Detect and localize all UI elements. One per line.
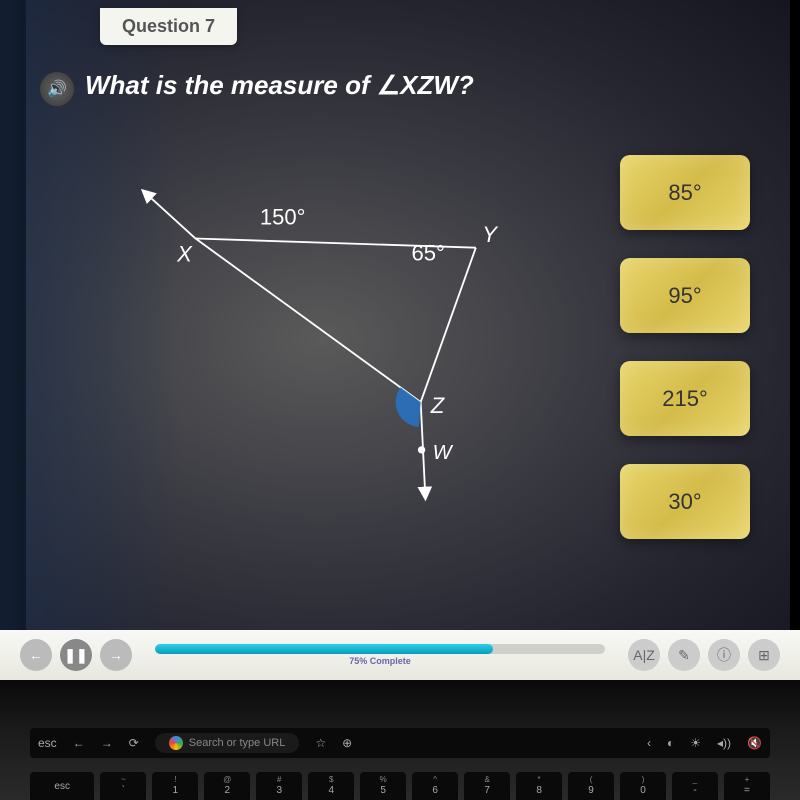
progress-fill — [155, 644, 493, 654]
laptop-body: esc ← → ⟳ Search or type URL ☆ ⊕ ‹ ◐ ☀ ◂… — [0, 680, 800, 800]
bottom-toolbar: ← ❚❚ → 75% Complete A|Z ✎ ⓘ ⊞ — [0, 630, 800, 680]
keyboard-row: esc~`!1@2#3$4%5^6&7*8(9)0_-+= — [30, 772, 770, 800]
vertex-y-label: Y — [482, 222, 499, 247]
tb-moon-icon[interactable]: ◐ — [667, 736, 674, 750]
answer-option-3[interactable]: 215° — [620, 361, 750, 436]
key-`[interactable]: ~` — [100, 772, 146, 800]
key-7[interactable]: &7 — [464, 772, 510, 800]
tb-volume-icon[interactable]: ◂)) — [717, 736, 731, 750]
tb-mute-icon[interactable]: 🔇 — [747, 736, 762, 750]
vertex-x-label: X — [176, 241, 193, 266]
key-4[interactable]: $4 — [308, 772, 354, 800]
tb-esc[interactable]: esc — [38, 736, 57, 750]
progress-bar — [155, 644, 605, 654]
side-yz — [421, 248, 476, 402]
text-tool-icon[interactable]: A|Z — [628, 639, 660, 671]
tb-search-placeholder: Search or type URL — [189, 737, 286, 749]
touchbar: esc ← → ⟳ Search or type URL ☆ ⊕ ‹ ◐ ☀ ◂… — [30, 728, 770, 758]
tb-search-box[interactable]: Search or type URL — [155, 733, 300, 753]
geometry-diagram: 150° 65° X Y Z W — [105, 165, 525, 505]
tb-forward-icon[interactable]: → — [101, 736, 113, 750]
answer-option-1[interactable]: 85° — [620, 155, 750, 230]
key-2[interactable]: @2 — [204, 772, 250, 800]
progress-container: 75% Complete — [155, 644, 605, 666]
angle-x-label: 150° — [260, 205, 306, 230]
key-3[interactable]: #3 — [256, 772, 302, 800]
key-esc[interactable]: esc — [30, 772, 94, 800]
audio-play-icon[interactable]: 🔊 — [40, 72, 74, 106]
calculator-tool-icon[interactable]: ⊞ — [748, 639, 780, 671]
progress-label: 75% Complete — [349, 656, 411, 666]
question-prompt: What is the measure of ∠XZW? — [85, 70, 474, 101]
tb-back-icon[interactable]: ← — [73, 736, 85, 750]
tb-brightness-icon[interactable]: ☀ — [690, 736, 701, 750]
info-tool-icon[interactable]: ⓘ — [708, 639, 740, 671]
prompt-suffix: ? — [458, 70, 474, 100]
key--[interactable]: _- — [672, 772, 718, 800]
side-xz — [196, 239, 421, 403]
prompt-prefix: What is the measure of — [85, 70, 377, 100]
angle-symbol: ∠ — [377, 70, 400, 100]
point-w-marker — [418, 446, 425, 453]
key-8[interactable]: *8 — [516, 772, 562, 800]
angle-y-label: 65° — [411, 241, 444, 266]
tb-newtab-icon[interactable]: ⊕ — [342, 736, 352, 750]
pencil-tool-icon[interactable]: ✎ — [668, 639, 700, 671]
tb-chevron-icon[interactable]: ‹ — [647, 736, 651, 750]
nav-forward-button[interactable]: → — [100, 639, 132, 671]
answer-options: 85° 95° 215° 30° — [620, 155, 750, 539]
nav-pause-button[interactable]: ❚❚ — [60, 639, 92, 671]
angle-marker-xzw — [396, 387, 421, 427]
screen-bezel-right — [790, 0, 800, 680]
angle-name: XZW — [400, 70, 458, 100]
key-6[interactable]: ^6 — [412, 772, 458, 800]
key-=[interactable]: += — [724, 772, 770, 800]
key-9[interactable]: (9 — [568, 772, 614, 800]
ray-x-extension — [145, 193, 196, 239]
quiz-screen: Question 7 🔊 What is the measure of ∠XZW… — [0, 0, 800, 680]
answer-option-4[interactable]: 30° — [620, 464, 750, 539]
question-number-tab: Question 7 — [100, 8, 237, 45]
tb-star-icon[interactable]: ☆ — [315, 736, 326, 750]
key-0[interactable]: )0 — [620, 772, 666, 800]
tb-reload-icon[interactable]: ⟳ — [129, 736, 139, 750]
key-1[interactable]: !1 — [152, 772, 198, 800]
vertex-z-label: Z — [430, 393, 446, 418]
vertex-w-label: W — [433, 442, 454, 464]
google-icon — [169, 736, 183, 750]
key-5[interactable]: %5 — [360, 772, 406, 800]
nav-back-button[interactable]: ← — [20, 639, 52, 671]
answer-option-2[interactable]: 95° — [620, 258, 750, 333]
